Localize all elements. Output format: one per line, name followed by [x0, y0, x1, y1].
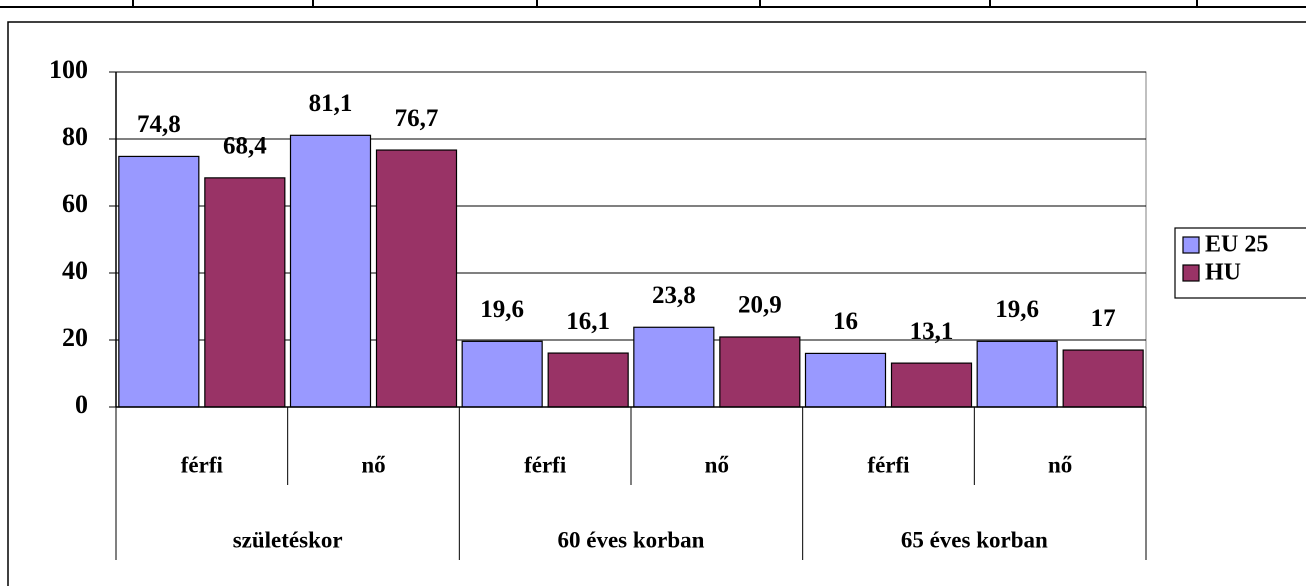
data-label: 74,8 [137, 111, 181, 138]
x-tick-label: nő [361, 452, 385, 477]
legend-label: HU [1205, 260, 1241, 286]
bar [289, 134, 372, 408]
data-label: 16,1 [566, 308, 610, 335]
data-label: 13,1 [910, 318, 954, 345]
data-label: 20,9 [738, 292, 782, 319]
bar [1062, 349, 1144, 408]
bar [633, 326, 715, 408]
group-label: születéskor [233, 527, 343, 552]
data-label: 68,4 [223, 133, 267, 160]
legend-swatch [1182, 236, 1200, 254]
y-tick-label: 60 [62, 189, 88, 218]
bar [976, 340, 1058, 408]
data-label: 23,8 [652, 282, 696, 309]
legend-swatch [1182, 264, 1200, 282]
x-tick-label: nő [705, 452, 729, 477]
group-label: 60 éves korban [558, 527, 705, 552]
data-label: 17 [1091, 305, 1116, 332]
x-tick-label: férfi [524, 452, 567, 477]
group-label: 65 éves korban [901, 527, 1048, 552]
bar [461, 340, 543, 408]
bar [547, 352, 629, 408]
bar [375, 149, 458, 408]
bar [719, 336, 801, 408]
y-tick-label: 20 [62, 323, 88, 352]
bar [204, 177, 286, 408]
bar [804, 352, 887, 408]
bar [890, 362, 973, 408]
y-tick-label: 40 [62, 256, 88, 285]
data-label: 76,7 [395, 105, 439, 132]
data-label: 19,6 [480, 296, 524, 323]
y-tick-label: 100 [49, 55, 88, 84]
x-tick-label: férfi [867, 452, 910, 477]
x-tick-label: férfi [181, 452, 224, 477]
x-tick-label: nő [1048, 452, 1072, 477]
table-border [0, 0, 1306, 8]
data-label: 19,6 [995, 296, 1039, 323]
legend-label: EU 25 [1205, 232, 1268, 258]
y-tick-label: 80 [62, 122, 88, 151]
bar [118, 155, 200, 408]
data-label: 16 [833, 308, 858, 335]
y-tick-label: 0 [75, 390, 88, 419]
data-label: 81,1 [309, 90, 353, 117]
